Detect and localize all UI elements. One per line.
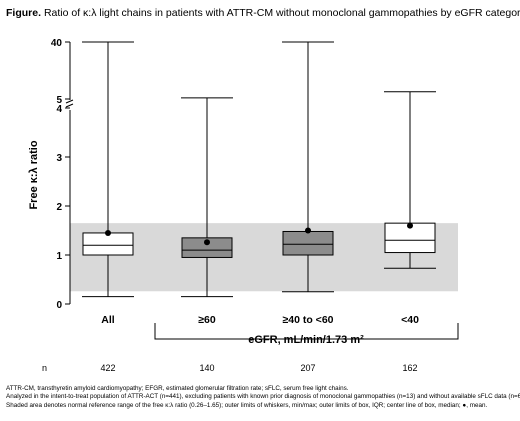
n-value: 140 [199,363,214,373]
footnotes: ATTR-CM, transthyretin amyloid cardiomyo… [6,385,520,410]
x-tick-label: All [101,314,115,326]
y-axis: 0 1 2 3 45 40 [51,38,74,311]
mean-point [407,222,413,229]
y-tick-label: 1 [56,251,62,262]
box-plot-chart: 0 1 2 3 45 40 Free κ:λ ratio All ≥60 ≥40 to <60… [28,38,459,373]
x-tick-label: ≥40 to <60 [283,314,334,326]
mean-point [105,229,111,236]
n-value: 207 [300,363,315,373]
x-tick-labels: All ≥60 ≥40 to <60 <40 [101,314,419,326]
y-tick-label: 40 [51,38,63,49]
n-values: 422 140 207 162 [100,363,417,373]
axis-break-mark [65,103,74,108]
x-axis-label: eGFR, mL/min/1.73 m² [248,334,364,346]
egfr-group-bracket [154,323,459,340]
y-axis-label: Free κ:λ ratio [28,140,40,209]
y-tick-label: 5 [56,95,62,106]
x-tick-label: ≥60 [198,314,216,326]
figure-title-prefix: Figure. [6,7,42,19]
iqr-box [181,237,233,258]
mean-point [305,227,311,234]
y-tick-label: 4 [56,104,62,115]
footnote-population: Analyzed in the intent-to-treat populati… [6,393,520,401]
axis-break-mark [65,99,74,104]
x-tick-label: <40 [401,314,419,326]
n-value: 162 [402,363,417,373]
mean-point [204,239,210,246]
figure-title-text: Ratio of κ:λ light chains in patients wi… [43,7,520,19]
iqr-box [282,230,334,256]
figure-title: Figure. Ratio of κ:λ light chains in pat… [6,7,520,19]
footnote-abbreviations: ATTR-CM, transthyretin amyloid cardiomyo… [6,385,349,392]
boxes-group [82,41,436,298]
y-tick-label: 2 [56,202,62,213]
footnote-legend: Shaded area denotes normal reference ran… [6,401,488,409]
iqr-box [82,232,134,256]
n-value: 422 [100,363,115,373]
y-tick-label: 3 [56,153,62,164]
n-label: n [42,363,47,373]
y-tick-label: 0 [56,300,62,311]
